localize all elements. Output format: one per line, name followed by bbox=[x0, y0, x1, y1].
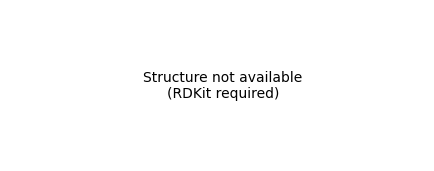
Text: Structure not available
(RDKit required): Structure not available (RDKit required) bbox=[143, 71, 302, 101]
